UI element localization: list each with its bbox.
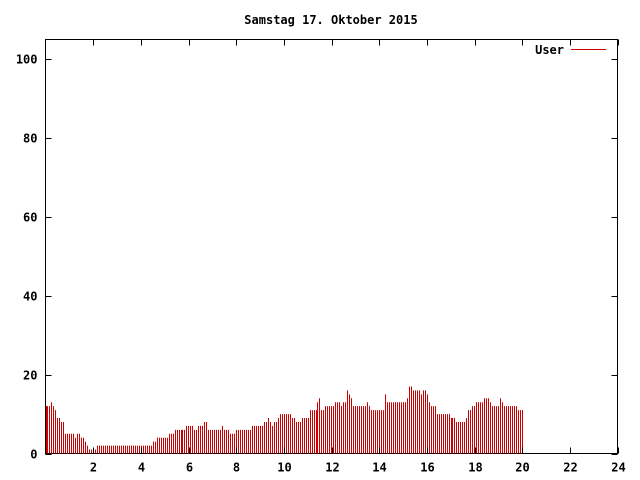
y-tick-label: 80: [23, 132, 37, 146]
bars-group: [46, 386, 523, 454]
y-tick-label: 40: [23, 290, 37, 304]
y-tick-label: 100: [16, 53, 38, 67]
x-tick-label: 16: [420, 461, 434, 475]
x-tick-label: 12: [325, 461, 339, 475]
legend-label: User: [535, 43, 564, 57]
x-tick-label: 24: [611, 461, 625, 475]
x-tick-label: 4: [138, 461, 145, 475]
x-tick-label: 10: [277, 461, 291, 475]
y-tick-label: 0: [30, 448, 37, 462]
legend: User: [535, 43, 606, 57]
chart-title: Samstag 17. Oktober 2015: [244, 13, 417, 27]
x-tick-label: 2: [90, 461, 97, 475]
x-tick-label: 6: [186, 461, 193, 475]
y-tick-label: 60: [23, 211, 37, 225]
x-tick-label: 8: [233, 461, 240, 475]
x-tick-label: 20: [515, 461, 529, 475]
x-tick-label: 14: [372, 461, 386, 475]
y-tick-label: 20: [23, 369, 37, 383]
x-tick-label: 22: [563, 461, 577, 475]
x-tick-label: 18: [468, 461, 482, 475]
plot-frame: [45, 39, 618, 454]
